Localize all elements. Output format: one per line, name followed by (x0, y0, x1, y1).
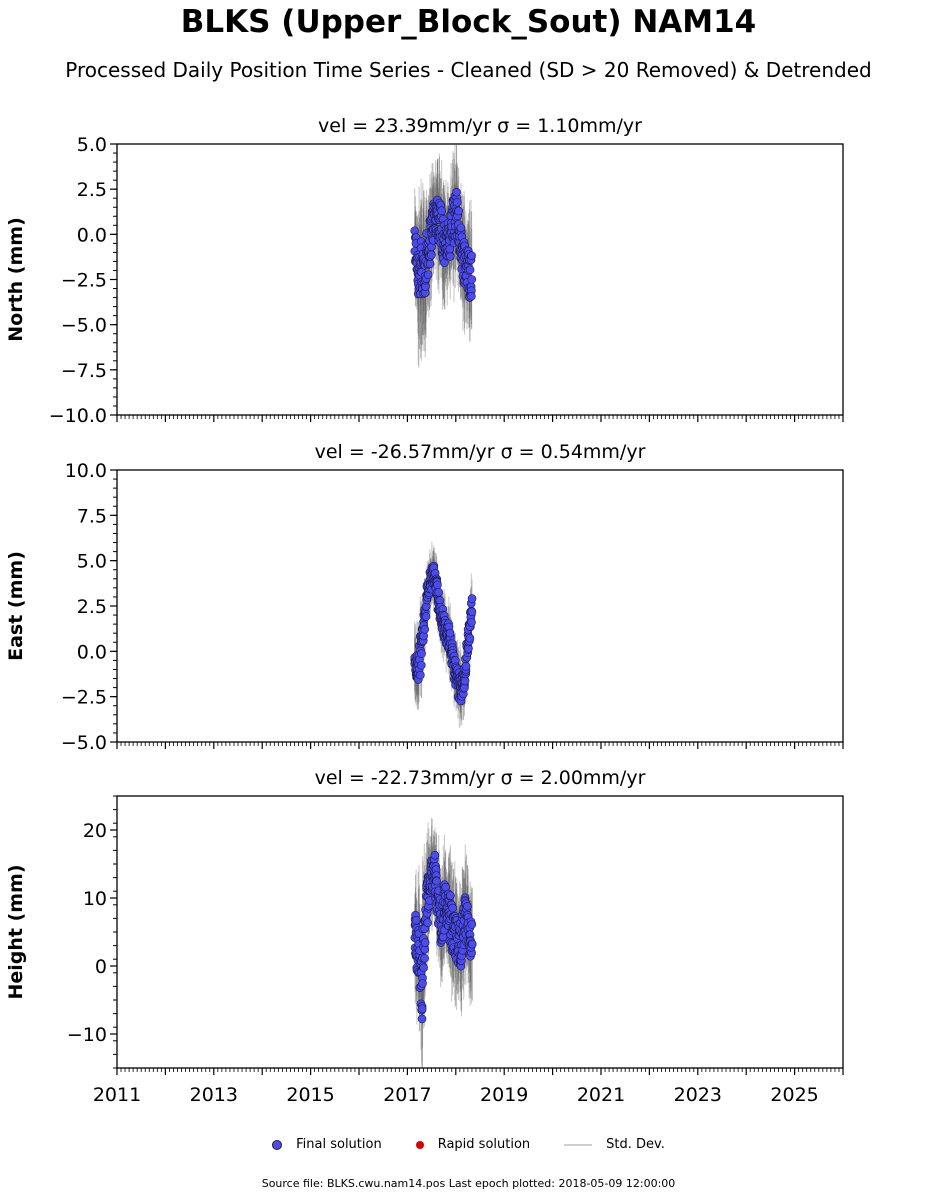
data-point (467, 920, 477, 929)
data-point (417, 1014, 427, 1024)
data-point (423, 918, 432, 927)
plot-frame (116, 795, 844, 1069)
data-point (445, 252, 455, 261)
data-point (423, 270, 433, 280)
legend-label-std: Std. Dev. (606, 1137, 665, 1152)
y-tick-label: −7.5 (61, 360, 107, 382)
y-tick-label: 7.5 (77, 505, 107, 527)
data-point (434, 587, 444, 597)
data-point (427, 250, 436, 260)
y-axis-label: Height (mm) (5, 864, 27, 999)
data-point (467, 291, 476, 301)
y-tick-label: 20 (83, 820, 107, 842)
data-point (411, 915, 421, 925)
data-point (467, 939, 477, 949)
data-point (420, 938, 430, 947)
data-point (461, 662, 471, 671)
data-point (445, 244, 455, 254)
y-tick-label: 2.5 (77, 596, 107, 618)
x-tick-label: 2013 (190, 1084, 238, 1106)
legend-item-final: Final solution (272, 1137, 382, 1152)
data-point (448, 903, 457, 913)
x-tick-label: 2015 (286, 1084, 334, 1106)
y-tick-label: 0.0 (77, 224, 107, 246)
data-point (425, 259, 435, 269)
data-point (467, 607, 477, 617)
x-tick-label: 2021 (577, 1084, 625, 1106)
panel-title: vel = -26.57mm/yr σ = 0.54mm/yr (315, 441, 646, 463)
y-tick-label: 2.5 (77, 179, 107, 201)
data-point (416, 670, 425, 680)
data-point (467, 617, 476, 627)
data-layer (410, 818, 477, 1068)
data-layer (410, 144, 477, 368)
legend-item-std: Std. Dev. (564, 1137, 665, 1152)
data-point (465, 633, 475, 643)
data-point (467, 251, 476, 260)
legend-label-final: Final solution (296, 1137, 382, 1152)
data-point (446, 891, 455, 900)
plot-frame (116, 469, 844, 743)
data-point (437, 206, 446, 216)
data-point (433, 580, 442, 590)
data-point (452, 187, 461, 197)
y-tick-label: 10 (83, 888, 107, 910)
y-axis-label: North (mm) (5, 217, 27, 342)
legend: Final solution Rapid solution Std. Dev. (0, 1137, 937, 1152)
y-tick-label: −2.5 (61, 270, 107, 292)
data-point (420, 625, 430, 634)
data-point (420, 953, 429, 963)
y-tick-label: 5.0 (77, 551, 107, 573)
data-layer (410, 541, 477, 729)
x-tick-label: 2025 (770, 1084, 818, 1106)
y-tick-label: 0 (95, 956, 107, 978)
data-point (430, 850, 440, 860)
rapid-solution-marker-icon (415, 1140, 424, 1149)
data-point (467, 594, 477, 603)
data-point (463, 901, 472, 911)
data-point (460, 676, 470, 686)
x-tick-label: 2011 (93, 1084, 141, 1106)
data-point (417, 649, 426, 658)
x-tick-label: 2023 (674, 1084, 722, 1106)
x-tick-label: 2019 (480, 1084, 528, 1106)
panel-title: vel = 23.39mm/yr σ = 1.10mm/yr (318, 115, 642, 137)
x-tick-label: 2017 (383, 1084, 431, 1106)
legend-item-rapid: Rapid solution (415, 1137, 531, 1152)
page-title: BLKS (Upper_Block_Sout) NAM14 (180, 4, 757, 40)
data-point (419, 963, 428, 973)
page-subtitle: Processed Daily Position Time Series - C… (65, 58, 872, 82)
data-point (417, 1004, 427, 1014)
final-solution-marker-icon (272, 1139, 283, 1150)
data-point (467, 275, 477, 284)
data-point (418, 979, 427, 988)
y-axis-label: East (mm) (5, 551, 27, 661)
y-tick-label: −5.0 (61, 315, 107, 337)
y-tick-label: 0.0 (77, 641, 107, 663)
footer-source: Source file: BLKS.cwu.nam14.pos Last epo… (261, 1177, 676, 1190)
data-point (456, 223, 466, 233)
data-point (417, 660, 426, 670)
data-point (432, 876, 441, 886)
data-point (454, 206, 463, 216)
y-tick-label: 10.0 (65, 460, 107, 482)
plot-frame (116, 143, 844, 416)
y-tick-label: −10 (67, 1024, 107, 1046)
y-tick-label: −5.0 (61, 732, 107, 754)
y-tick-label: −10.0 (49, 405, 107, 427)
y-tick-label: −2.5 (61, 687, 107, 709)
panel-title: vel = -22.73mm/yr σ = 2.00mm/yr (315, 767, 646, 789)
y-tick-label: 5.0 (77, 134, 107, 156)
data-point (465, 265, 475, 275)
legend-label-rapid: Rapid solution (437, 1137, 531, 1152)
data-point (421, 612, 431, 621)
data-point (445, 628, 455, 638)
data-point (452, 198, 462, 207)
std-dev-line-icon (564, 1143, 593, 1146)
